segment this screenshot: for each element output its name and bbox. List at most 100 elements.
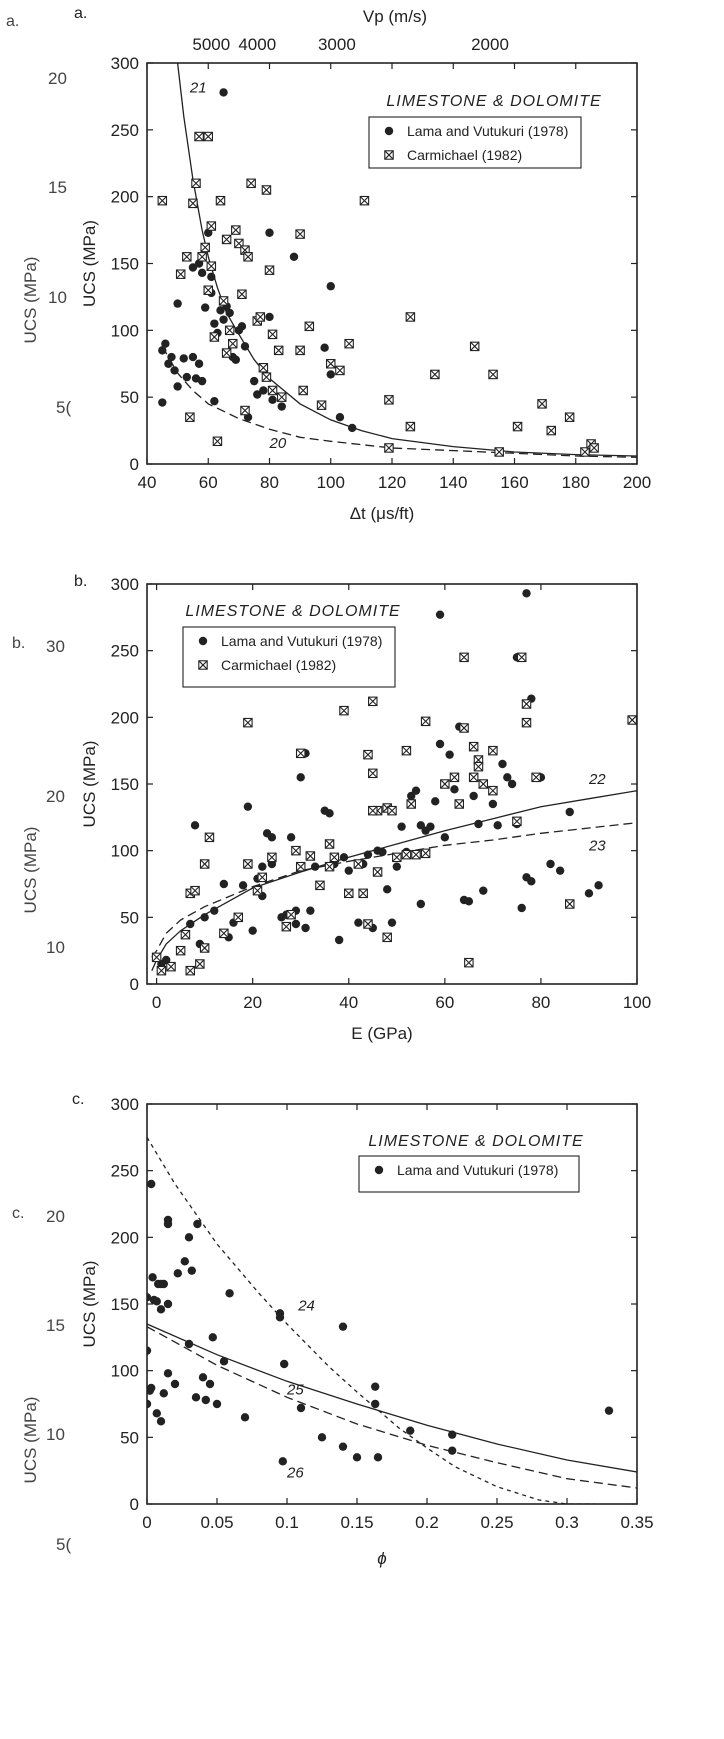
data-point: [537, 399, 547, 409]
data-point: [363, 749, 373, 760]
data-point: [589, 443, 599, 453]
data-point: [152, 1297, 161, 1306]
data-point: [190, 821, 200, 830]
legend-box: [368, 116, 582, 169]
marker-cross: [233, 912, 243, 922]
marker-cross: [188, 198, 198, 208]
data-point: [521, 717, 532, 728]
marker-cross: [257, 872, 267, 882]
data-point: [212, 436, 223, 447]
x-tick-label: 180: [562, 473, 590, 492]
data-point: [382, 885, 392, 894]
marker-cross: [517, 652, 527, 662]
marker-cross: [329, 852, 339, 862]
y-tick-label: 0: [130, 975, 139, 994]
marker-cross: [411, 850, 421, 860]
top-axis-label: Vp (m/s): [363, 7, 427, 26]
data-point: [215, 195, 226, 206]
data-point: [221, 234, 232, 245]
marker-cross: [521, 718, 532, 728]
data-point: [221, 348, 232, 358]
data-point: [240, 405, 250, 416]
marker-cross: [565, 899, 575, 909]
data-point: [166, 961, 176, 972]
data-point: [216, 306, 225, 315]
marker-cross: [176, 269, 186, 279]
data-point: [469, 791, 478, 801]
series-1: [147, 1179, 614, 1466]
data-point: [522, 589, 531, 598]
marker-cross: [243, 718, 253, 728]
y-tick-label: 300: [111, 1095, 139, 1114]
data-point: [474, 819, 483, 829]
data-point: [267, 329, 278, 340]
y-tick-label: 0: [130, 1495, 139, 1514]
y-tick-label: 200: [111, 188, 139, 207]
data-point: [237, 289, 247, 299]
data-point: [382, 932, 392, 943]
data-point: [555, 866, 565, 875]
data-point: [175, 945, 186, 956]
data-point: [240, 1413, 250, 1422]
marker-cross: [512, 421, 523, 432]
x-axis-label: E (GPa): [351, 1024, 412, 1043]
fit-curve-22: [151, 790, 637, 971]
marker-cross: [315, 880, 325, 890]
ghost-tick-a-1: 20: [48, 69, 67, 88]
series-2: [151, 652, 637, 976]
data-point: [298, 385, 308, 396]
data-point: [280, 1359, 289, 1369]
data-point: [594, 881, 603, 890]
legend-entry: Lama and Vutukuri (1978): [221, 633, 382, 649]
y-tick-label: 50: [120, 388, 139, 407]
data-point: [243, 859, 253, 869]
data-point: [435, 739, 445, 749]
data-point: [459, 723, 469, 733]
data-point: [277, 402, 286, 411]
data-point: [238, 881, 248, 890]
marker-cross: [200, 943, 210, 953]
data-point: [420, 716, 431, 727]
data-point: [191, 1393, 201, 1402]
data-point: [246, 178, 256, 189]
y-tick-label: 50: [120, 908, 139, 927]
data-point: [291, 845, 301, 856]
x-tick-label: 120: [378, 473, 406, 492]
data-point: [305, 851, 316, 861]
data-point: [252, 885, 263, 896]
data-point: [190, 885, 200, 896]
fit-curve-25: [147, 1323, 637, 1473]
marker-cross: [469, 772, 479, 782]
legend-entry: Carmichael (1982): [407, 147, 522, 163]
ghost-layer-a: a. 20 15 10 5( UCS (MPa): [6, 13, 71, 417]
marker-cross: [392, 852, 402, 862]
data-point: [170, 1379, 180, 1389]
ghost-ylabel-b: UCS (MPa): [21, 827, 40, 914]
marker-cross: [469, 742, 479, 752]
x-tick-label: 200: [623, 473, 651, 492]
data-point: [546, 425, 556, 436]
data-point: [384, 395, 394, 405]
data-point: [185, 412, 195, 422]
data-point: [317, 1433, 327, 1442]
x-tick-label: 80: [531, 993, 550, 1012]
data-point: [326, 370, 335, 379]
marker-cross: [200, 242, 210, 253]
data-point: [219, 1357, 229, 1366]
marker-cross: [473, 762, 484, 772]
data-point: [206, 221, 217, 231]
fit-curve-20: [161, 346, 637, 458]
marker-cross: [228, 339, 238, 349]
chart-title: LIMESTONE & DOLOMITE: [386, 93, 601, 110]
data-point: [368, 768, 378, 779]
ghost-layer-b: b. 30 20 10 UCS (MPa): [12, 635, 65, 957]
marker-cross: [531, 772, 541, 782]
data-point: [170, 366, 179, 375]
data-point: [512, 421, 523, 432]
data-point: [517, 903, 526, 913]
x-tick-label: 100: [623, 993, 651, 1012]
marker-cross: [267, 329, 278, 339]
data-point: [147, 1399, 152, 1409]
data-point: [158, 346, 167, 355]
data-point: [347, 423, 357, 433]
